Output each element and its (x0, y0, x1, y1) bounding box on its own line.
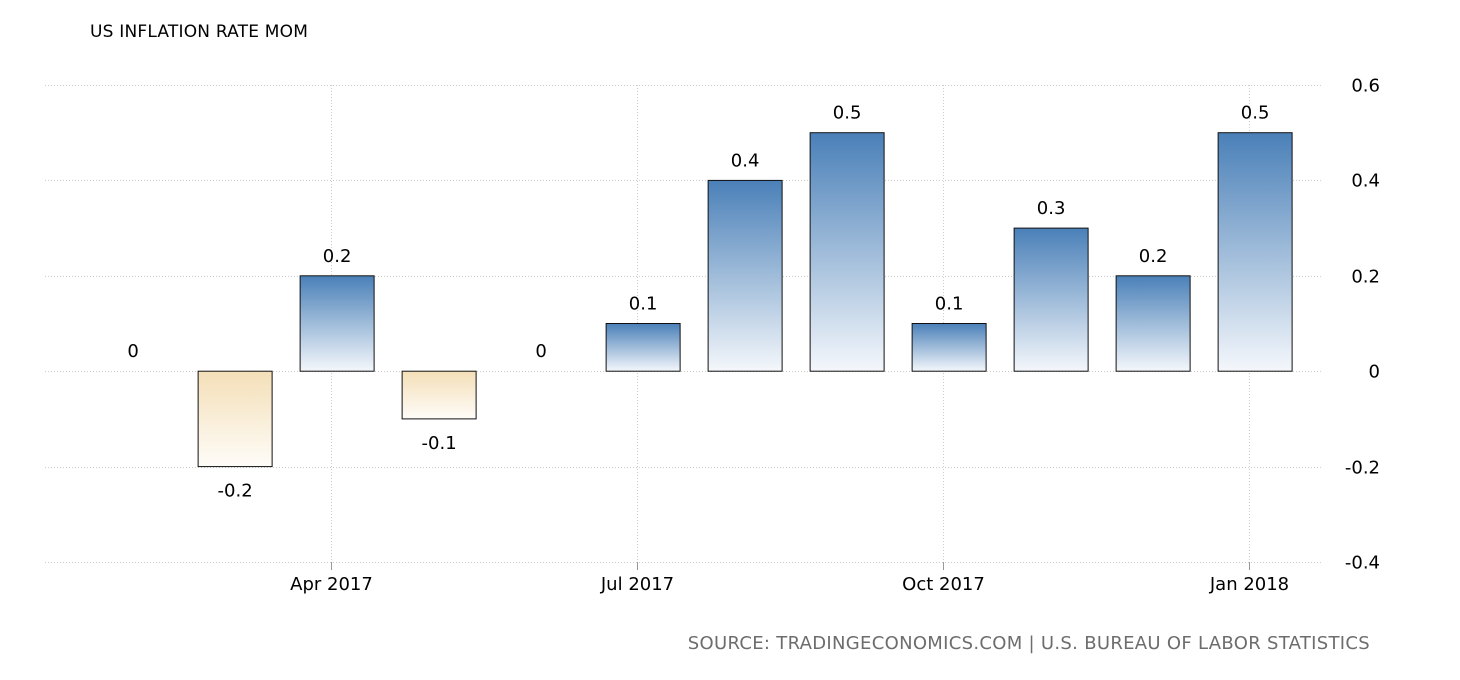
bar-may-2017[interactable] (401, 370, 477, 420)
y-tick-label: 0.4 (1351, 171, 1380, 192)
bar-sep-2017[interactable] (809, 132, 885, 372)
data-label: 0 (127, 341, 138, 362)
bar-series (197, 132, 1293, 468)
data-label: 0.3 (1037, 198, 1066, 219)
x-tick-label: Jul 2017 (600, 574, 674, 595)
y-tick-label: 0.6 (1351, 76, 1380, 97)
data-label: 0.1 (629, 294, 658, 315)
bar-oct-2017[interactable] (911, 323, 987, 372)
data-label: -0.2 (218, 481, 253, 502)
data-label: -0.1 (422, 433, 457, 454)
bar-apr-2017[interactable] (299, 275, 375, 372)
y-tick-label: -0.2 (1345, 458, 1380, 479)
y-tick-label: 0.2 (1351, 267, 1380, 288)
source-attribution: SOURCE: TRADINGECONOMICS.COM | U.S. BURE… (687, 633, 1370, 654)
data-label: 0.2 (1139, 246, 1168, 267)
y-axis-labels: 0.6 0.4 0.2 0 -0.2 -0.4 (1345, 76, 1380, 574)
vertical-gridlines (331, 85, 1250, 570)
data-label: 0.2 (323, 246, 352, 267)
y-tick-label: -0.4 (1345, 553, 1380, 574)
bar-dec-2017[interactable] (1115, 275, 1191, 372)
data-label: 0.1 (935, 294, 964, 315)
x-tick-label: Oct 2017 (902, 574, 985, 595)
bar-nov-2017[interactable] (1013, 227, 1089, 372)
x-tick-label: Jan 2018 (1209, 574, 1289, 595)
x-axis-labels: Apr 2017 Jul 2017 Oct 2017 Jan 2018 (290, 574, 1289, 595)
data-label: 0.5 (1241, 103, 1270, 124)
data-label: 0.4 (731, 150, 760, 171)
data-label: 0 (535, 341, 546, 362)
data-label: 0.5 (833, 103, 862, 124)
bar-aug-2017[interactable] (707, 179, 783, 372)
bar-mar-2017[interactable] (197, 370, 273, 468)
data-labels: 0 -0.2 0.2 -0.1 0 0.1 0.4 0.5 0.1 0.3 0.2 0.5 (127, 103, 1269, 502)
x-tick-label: Apr 2017 (290, 574, 373, 595)
bar-jan-2018[interactable] (1217, 132, 1293, 372)
y-tick-label: 0 (1369, 362, 1380, 383)
chart-title: US INFLATION RATE MOM (90, 22, 309, 42)
bar-jul-2017[interactable] (605, 323, 681, 372)
